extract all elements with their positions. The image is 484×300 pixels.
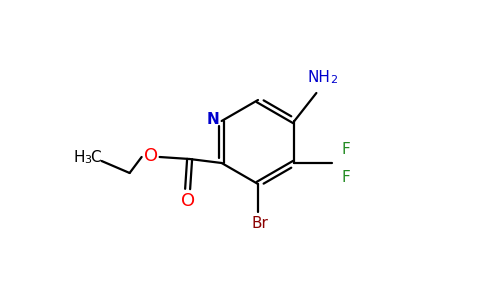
Text: C: C bbox=[91, 151, 101, 166]
Text: NH: NH bbox=[308, 70, 331, 85]
Text: O: O bbox=[144, 147, 158, 165]
Text: Br: Br bbox=[252, 217, 269, 232]
Text: H: H bbox=[74, 151, 85, 166]
Text: 2: 2 bbox=[330, 75, 337, 85]
Text: N: N bbox=[206, 112, 219, 128]
Text: 3: 3 bbox=[84, 155, 91, 165]
Text: O: O bbox=[181, 192, 195, 210]
Text: F: F bbox=[342, 142, 351, 157]
Text: F: F bbox=[342, 169, 351, 184]
